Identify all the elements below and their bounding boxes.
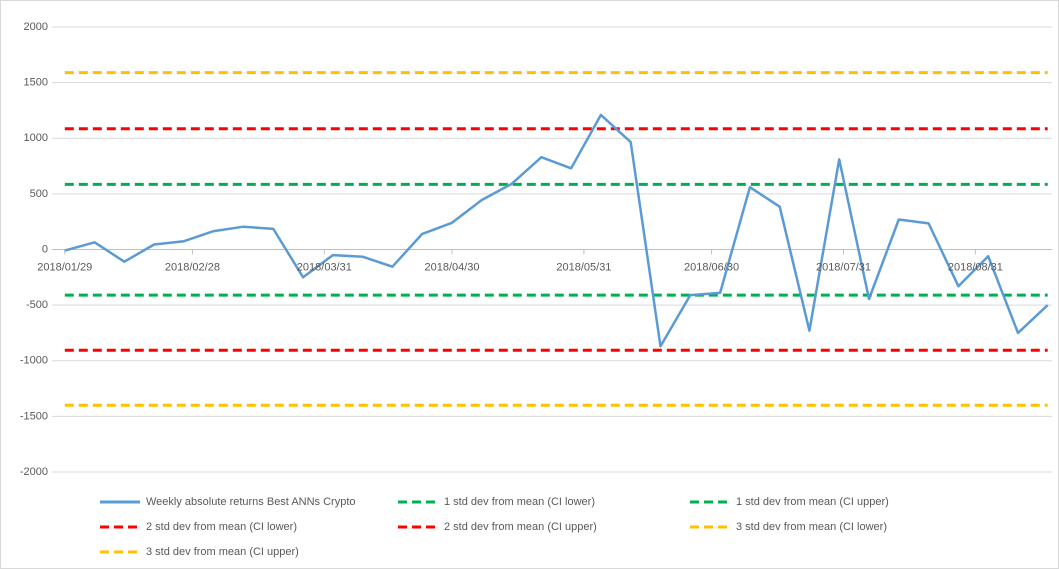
legend-label: 1 std dev from mean (CI lower) bbox=[444, 496, 595, 508]
y-tick-label: 1500 bbox=[24, 77, 48, 89]
y-tick-label: -1500 bbox=[20, 410, 48, 422]
y-tick-label: 2000 bbox=[24, 21, 48, 33]
x-tick-label: 2018/08/31 bbox=[948, 261, 1003, 273]
y-tick-label: 0 bbox=[42, 243, 48, 255]
legend-label: 1 std dev from mean (CI upper) bbox=[736, 496, 889, 508]
y-tick-label: -500 bbox=[26, 299, 48, 311]
x-tick-label: 2018/01/29 bbox=[37, 261, 92, 273]
legend-label: 3 std dev from mean (CI upper) bbox=[146, 546, 299, 558]
x-tick-label: 2018/04/30 bbox=[424, 261, 479, 273]
series-line bbox=[64, 113, 1049, 348]
x-tick-label: 2018/03/31 bbox=[297, 261, 352, 273]
legend-label: 3 std dev from mean (CI lower) bbox=[736, 521, 887, 533]
x-tick-label: 2018/07/31 bbox=[816, 261, 871, 273]
y-tick-label: 1000 bbox=[24, 132, 48, 144]
legend-label: 2 std dev from mean (CI upper) bbox=[444, 521, 597, 533]
x-tick-label: 2018/02/28 bbox=[165, 261, 220, 273]
y-tick-label: -1000 bbox=[20, 355, 48, 367]
legend-label: Weekly absolute returns Best ANNs Crypto bbox=[146, 496, 356, 508]
x-tick-label: 2018/06/30 bbox=[684, 261, 739, 273]
y-tick-label: -2000 bbox=[20, 466, 48, 478]
legend-label: 2 std dev from mean (CI lower) bbox=[146, 521, 297, 533]
x-tick-label: 2018/05/31 bbox=[556, 261, 611, 273]
y-tick-label: 500 bbox=[30, 188, 48, 200]
